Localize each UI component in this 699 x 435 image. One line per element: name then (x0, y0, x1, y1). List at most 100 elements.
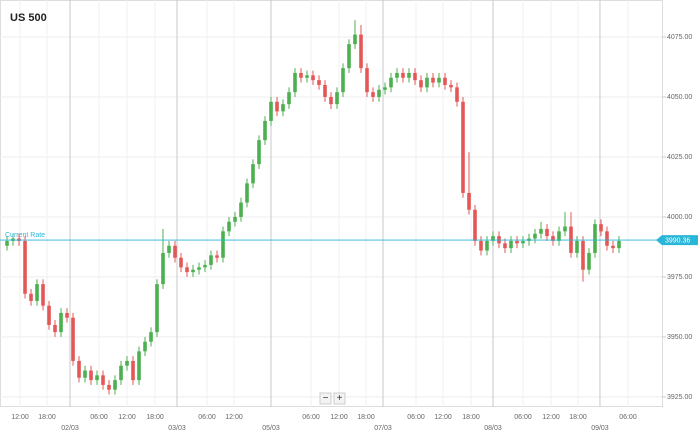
candle-body (83, 370, 87, 378)
candle-body (197, 267, 201, 270)
candle-body (311, 75, 315, 81)
candle-body (413, 72, 417, 81)
candle-body (53, 324, 57, 333)
x-date-label: 08/03 (484, 425, 502, 432)
candle-body (233, 216, 237, 222)
candle-body (149, 332, 153, 342)
candle-body (89, 370, 93, 381)
candle-body (317, 80, 321, 85)
candle-body (299, 72, 303, 78)
candle-body (5, 240, 9, 246)
candle-body (227, 221, 231, 232)
candle-body (305, 75, 309, 78)
y-tick-label: 4000.00 (667, 214, 692, 221)
zoom-in-label[interactable]: + (337, 393, 343, 404)
candle-body (293, 72, 297, 93)
x-tick-label: 18:00 (569, 414, 587, 421)
y-tick-label: 4075.00 (667, 34, 692, 41)
candle-body (185, 267, 189, 273)
x-date-label: 09/03 (591, 425, 609, 432)
candle-body (107, 384, 111, 390)
x-tick-label: 06:00 (619, 414, 637, 421)
candle-body (29, 293, 33, 301)
candles (0, 20, 662, 395)
candle-body (209, 255, 213, 265)
candle-body (179, 257, 183, 268)
candle-body (539, 228, 543, 234)
zoom-in-button[interactable] (333, 392, 346, 405)
candle-body (137, 351, 141, 381)
x-tick-label: 06:00 (302, 414, 320, 421)
x-tick-label: 12:00 (11, 414, 29, 421)
x-tick-label: 18:00 (38, 414, 56, 421)
x-tick-label: 12:00 (330, 414, 348, 421)
candle-body (95, 375, 99, 381)
candle-body (287, 92, 291, 105)
candle-body (347, 44, 351, 69)
y-tick-label: 4050.00 (667, 94, 692, 101)
candle-body (335, 92, 339, 105)
candle-body (485, 240, 489, 251)
y-tick-label: 3925.00 (667, 394, 692, 401)
candle-body (377, 89, 381, 97)
zoom-out-button[interactable] (319, 392, 332, 405)
current-rate-badge (656, 235, 698, 246)
zoom-out-label[interactable]: − (323, 393, 329, 404)
candle-body (191, 269, 195, 273)
candle-body (431, 77, 435, 83)
x-tick-label: 06:00 (407, 414, 425, 421)
candle-body (575, 240, 579, 253)
candle-body (473, 209, 477, 241)
x-tick-label: 12:00 (118, 414, 136, 421)
candle-body (533, 233, 537, 239)
candle-body (59, 312, 63, 333)
candle-body (155, 284, 159, 333)
candle-body (167, 245, 171, 253)
candle-body (371, 92, 375, 97)
candle-body (257, 140, 261, 165)
x-tick-label: 12:00 (225, 414, 243, 421)
candle-body (323, 84, 327, 97)
x-date-label: 05/03 (262, 425, 280, 432)
candle-body (113, 380, 117, 390)
candle-body (365, 68, 369, 93)
candle-body (47, 305, 51, 325)
candle-body (353, 34, 357, 45)
candle-body (563, 226, 567, 232)
current-rate-label: Current Rate (5, 232, 45, 239)
candle-body (581, 240, 585, 270)
candle-body (341, 68, 345, 93)
candle-body (131, 360, 135, 381)
candle-body (35, 284, 39, 301)
x-tick-label: 06:00 (514, 414, 532, 421)
candle-body (161, 252, 165, 285)
candle-body (239, 202, 243, 217)
candle-body (275, 101, 279, 112)
candle-body (425, 77, 429, 88)
x-tick-label: 06:00 (90, 414, 108, 421)
candle-body (593, 224, 597, 253)
candle-body (545, 228, 549, 237)
candle-body (605, 231, 609, 246)
candle-body (437, 77, 441, 83)
candle-body (41, 284, 45, 306)
candle-body (101, 375, 105, 385)
candle-body (65, 312, 69, 318)
candle-body (119, 365, 123, 381)
x-date-label: 02/03 (61, 425, 79, 432)
y-tick-label: 3975.00 (667, 274, 692, 281)
candle-body (329, 96, 333, 105)
candle-body (359, 34, 363, 69)
candle-body (449, 84, 453, 88)
x-tick-label: 18:00 (462, 414, 480, 421)
candle-body (71, 317, 75, 361)
labels: 3925.00 3950.00 3975.00 4000.00 4025.00 4050.… (5, 34, 698, 432)
candle-body (401, 72, 405, 78)
candle-body (245, 183, 249, 203)
x-date-label: 03/03 (168, 425, 186, 432)
candle-body (407, 72, 411, 78)
candle-body (269, 101, 273, 121)
candle-body (491, 236, 495, 241)
candle-body (521, 240, 525, 244)
